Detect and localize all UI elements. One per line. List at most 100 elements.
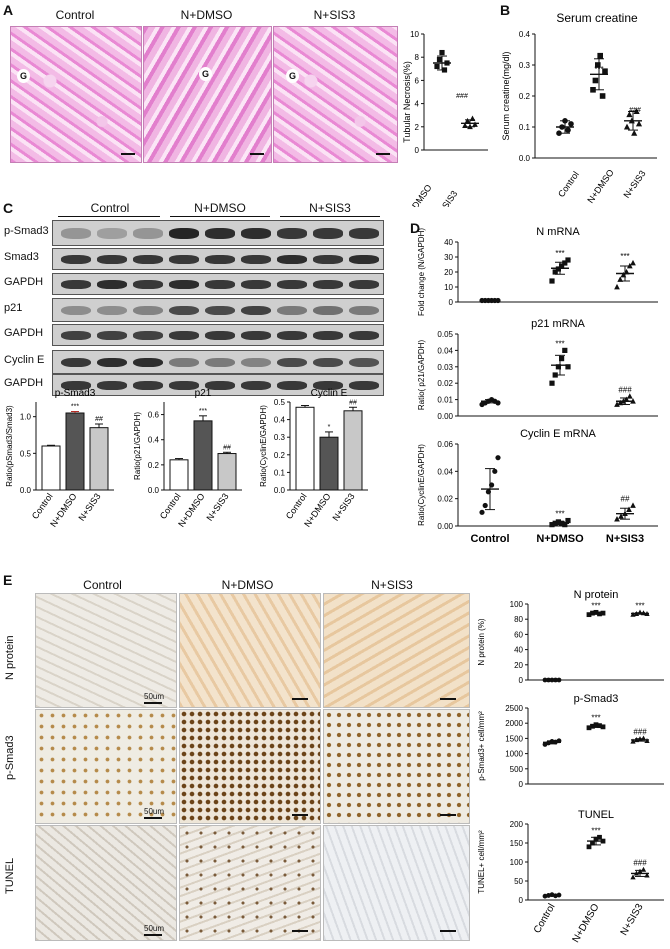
data-point	[599, 93, 606, 99]
data-point	[434, 63, 440, 70]
western-blot-strip	[52, 298, 384, 322]
data-point	[617, 399, 624, 406]
he-micrograph-control: G	[10, 26, 142, 163]
sig-marker: *	[328, 424, 331, 431]
data-point	[472, 121, 478, 127]
y-tick-label: 500	[510, 765, 524, 774]
y-tick-label: 0.4	[148, 436, 160, 445]
group-underline	[170, 216, 270, 217]
blot-band	[61, 228, 91, 239]
blot-band	[97, 331, 127, 340]
panel-label-c: C	[3, 200, 14, 216]
sig-marker: ***	[555, 249, 564, 258]
panel-a-header-sis3: N+SIS3	[313, 8, 356, 22]
chart-title: N protein	[574, 589, 619, 601]
chart-title: p-Smad3	[574, 693, 619, 705]
sig-marker: ***	[555, 510, 564, 519]
blot-band	[349, 357, 379, 368]
blot-band	[277, 305, 307, 316]
data-point	[626, 111, 633, 118]
data-point	[635, 120, 643, 127]
blot-band	[97, 381, 127, 390]
panel-e-scatter-charts: N protein N protein (%) 0 20 40 60 80 100 *** ***…	[477, 589, 664, 945]
blot-band	[133, 331, 163, 340]
panel-c-bar-charts: p-Smad3 Ratio(pSmad3/Smad3) 0.0 0.5 1.0 Contr…	[5, 388, 368, 529]
data-point	[597, 52, 603, 59]
chart-title: Cyclin E	[311, 388, 348, 399]
row-label-tunel: TUNEL	[4, 858, 18, 900]
blot-band	[349, 228, 379, 239]
blot-band	[133, 280, 163, 289]
axis-ylabel: TUNEL+ cell/mm²	[477, 830, 486, 894]
y-tick-label: 100	[510, 858, 524, 867]
y-tick-label: 60	[514, 630, 523, 639]
ihc-p-smad3-sis3	[323, 709, 470, 824]
western-blot-strip	[52, 374, 384, 396]
scale-bar	[440, 698, 456, 700]
blot-band	[277, 228, 307, 239]
blot-row-label: Cyclin E	[4, 354, 45, 366]
bar	[193, 420, 213, 491]
data-point	[559, 263, 565, 269]
x-tick-label: N+DMSO	[536, 533, 584, 545]
data-point	[439, 49, 445, 56]
y-tick-label: 0.01	[437, 396, 453, 405]
glomerulus-marker: G	[199, 67, 213, 81]
blot-band	[61, 331, 91, 340]
y-tick-label: 0.0	[274, 486, 286, 495]
data-point	[626, 393, 633, 399]
y-tick-label: 2	[415, 123, 420, 132]
axis-ylabel: p-Smad3+ cell/mm²	[477, 711, 486, 781]
axis-ylabel: Fold change (N/GAPDH)	[417, 228, 426, 316]
chart-title: p21 mRNA	[531, 318, 585, 330]
blot-band	[349, 280, 379, 289]
blot-band	[205, 305, 235, 316]
blot-band	[97, 357, 127, 368]
data-point	[549, 380, 555, 386]
y-tick-label: 0.4	[274, 416, 286, 425]
y-tick-label: 2000	[505, 719, 523, 728]
row-label-p-smad3: p-Smad3	[4, 735, 18, 780]
chart-tubular-necrosis: Tubular Necrosis(%) 0 2 4 6 8 10 ### N+DMSO N…	[402, 30, 488, 207]
blot-band	[349, 255, 379, 264]
blot-band	[241, 280, 271, 289]
chart-title: TUNEL	[578, 809, 614, 821]
y-tick-label: 0.5	[20, 449, 32, 458]
blot-band	[169, 357, 199, 368]
blot-band	[349, 305, 379, 316]
sig-marker: ***	[591, 714, 600, 723]
data-point	[552, 269, 558, 275]
y-tick-label: 0.4	[519, 30, 531, 39]
blot-band	[169, 228, 199, 239]
bar	[217, 453, 237, 491]
bar	[295, 406, 315, 491]
y-tick-label: 4	[415, 100, 420, 109]
y-tick-label: 0.02	[437, 495, 453, 504]
y-tick-label: 0.06	[437, 440, 453, 449]
blot-band	[241, 357, 271, 368]
glomerulus-marker: G	[286, 69, 300, 83]
blot-band	[349, 381, 379, 390]
y-tick-label: 0.2	[519, 92, 531, 101]
panel-d-scatter-charts: N mRNA Fold change (N/GAPDH) 0 10 20 30 40 *** *…	[417, 226, 658, 545]
data-point	[617, 276, 624, 282]
x-tick-label: N+DMSO	[403, 183, 433, 207]
ihc-n-protein-dmso	[179, 593, 321, 708]
y-tick-label: 0	[449, 298, 454, 307]
data-point	[565, 517, 571, 524]
panel-e-header-sis3: N+SIS3	[371, 578, 413, 592]
group-underline	[280, 216, 380, 217]
scale-bar	[144, 702, 162, 704]
data-point	[549, 278, 555, 284]
blot-band	[133, 381, 163, 390]
axis-ylabel: Ratio(CyclinE/GAPDH)	[259, 405, 268, 487]
sig-marker: ###	[456, 93, 468, 100]
x-tick-label: N+DMSO	[571, 902, 602, 945]
y-tick-label: 1.0	[20, 413, 32, 422]
blot-band	[61, 357, 91, 368]
y-tick-label: 0.04	[437, 467, 453, 476]
scale-bar	[144, 817, 162, 819]
panel-e-header-control: Control	[83, 578, 122, 592]
x-tick-label: N+SIS3	[331, 491, 357, 522]
data-point	[568, 121, 574, 127]
